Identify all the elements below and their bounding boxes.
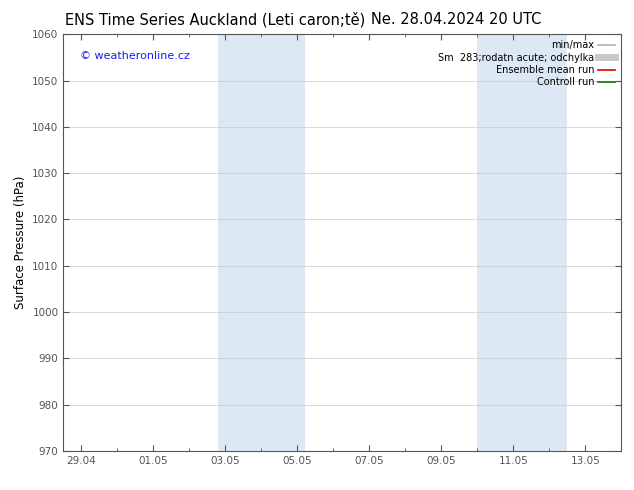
Y-axis label: Surface Pressure (hPa): Surface Pressure (hPa) [14, 176, 27, 309]
Text: Ne. 28.04.2024 20 UTC: Ne. 28.04.2024 20 UTC [372, 12, 541, 27]
Legend: min/max, Sm  283;rodatn acute; odchylka, Ensemble mean run, Controll run: min/max, Sm 283;rodatn acute; odchylka, … [434, 36, 619, 91]
Bar [477, 34, 567, 451]
Text: © weatheronline.cz: © weatheronline.cz [80, 51, 190, 61]
Bar [218, 34, 304, 451]
Text: ENS Time Series Auckland (Leti caron;tě): ENS Time Series Auckland (Leti caron;tě) [65, 12, 366, 28]
